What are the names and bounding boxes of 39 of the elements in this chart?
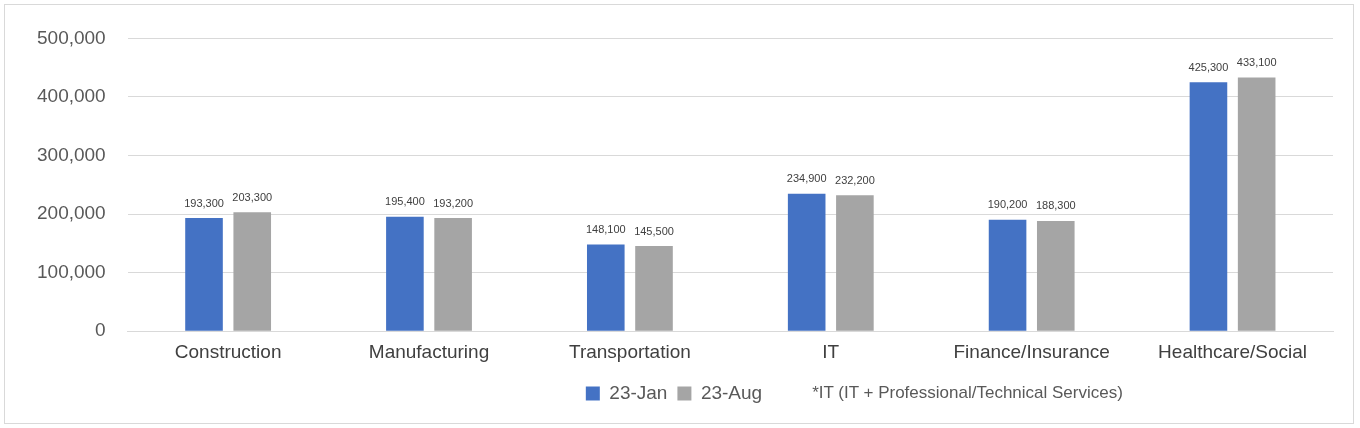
x-tick-label: Transportation: [568, 340, 691, 362]
data-label: 190,200: [987, 198, 1028, 211]
bar: [185, 218, 223, 331]
data-label: 193,300: [184, 196, 224, 209]
bar: [836, 195, 874, 331]
data-label: 193,200: [433, 196, 473, 209]
x-tick-label: IT: [822, 340, 840, 362]
bar: [434, 218, 472, 331]
x-tick-label: Finance/Insurance: [953, 340, 1110, 362]
bar: [1237, 77, 1276, 331]
bar: [988, 219, 1027, 331]
data-label: 433,100: [1236, 56, 1277, 69]
y-tick-label: 300,000: [36, 143, 106, 165]
bar: [386, 216, 424, 331]
x-tick-label: Construction: [174, 340, 282, 362]
data-label: 425,300: [1188, 60, 1229, 73]
data-label: 232,200: [835, 173, 875, 186]
text: *IT (IT + Professional/Technical Services): [812, 383, 1123, 403]
bar: [1036, 220, 1075, 331]
y-tick-label: 400,000: [36, 85, 106, 107]
bar: [1189, 82, 1228, 331]
data-label: 203,300: [232, 190, 273, 203]
data-label: 188,300: [1035, 199, 1076, 212]
bar: [586, 244, 625, 331]
legend-label: 23-Aug: [700, 381, 763, 403]
bar: [233, 212, 272, 331]
y-tick-label: 0: [95, 319, 106, 341]
data-label: 234,900: [786, 172, 827, 185]
data-label: 148,100: [585, 223, 626, 235]
bar: [635, 246, 673, 331]
data-label: 145,500: [634, 224, 674, 237]
y-tick-label: 100,000: [36, 260, 106, 282]
bar: [787, 193, 826, 331]
x-tick-label: Healthcare/Social: [1158, 340, 1308, 362]
data-label: 195,400: [385, 195, 425, 208]
y-tick-label: 200,000: [36, 202, 106, 224]
x-tick-label: Manufacturing: [368, 340, 490, 362]
legend-label: 23-Jan: [609, 381, 668, 403]
y-tick-label: 500,000: [36, 26, 106, 48]
